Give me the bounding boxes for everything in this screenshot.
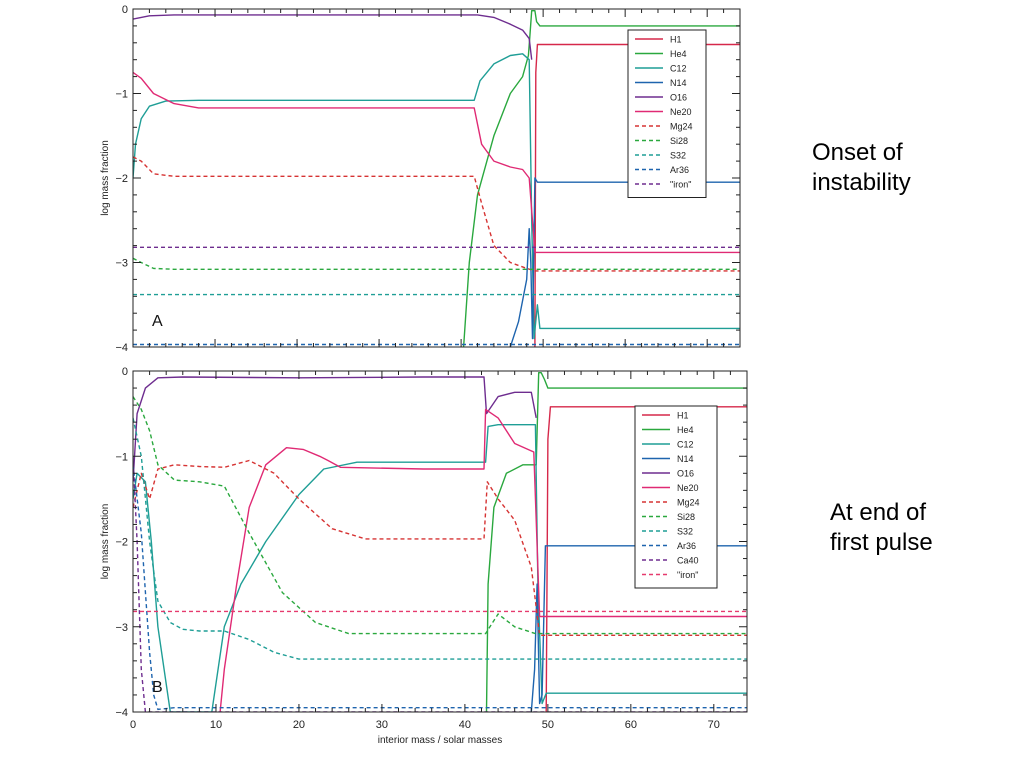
y-tick-label: −3 [115, 258, 128, 270]
y-axis-label: log mass fraction [100, 140, 111, 216]
series-line-si28 [133, 257, 740, 270]
legend: H1 He4 C12 N14 O16 Ne20 Mg24 Si28 S32 Ar36 Ca40 "ir… [634, 405, 718, 589]
annotation-onset-of-instability: Onset of instability [812, 138, 911, 198]
y-tick-label: −3 [115, 622, 128, 634]
annotation-line: instability [812, 169, 911, 196]
x-tick-label: 30 [376, 719, 388, 731]
series-line-mg24 [133, 459, 747, 636]
legend-box [634, 405, 718, 589]
x-tick-label: 70 [708, 719, 720, 731]
series-line-ne20 [219, 408, 747, 712]
legend-label: S32 [670, 151, 686, 161]
x-tick-label: 10 [210, 719, 222, 731]
series-line-ca40 [133, 456, 747, 712]
legend-label: Ne20 [677, 483, 699, 493]
panel-label: B [152, 679, 163, 696]
annotation-line: Onset of [812, 139, 903, 166]
legend-label: Si28 [677, 512, 695, 522]
annotation-line: first pulse [830, 529, 933, 556]
x-tick-label: 50 [542, 719, 554, 731]
legend-box [627, 29, 707, 198]
y-tick-label: −4 [115, 342, 128, 354]
series-line-s32 [133, 417, 747, 660]
legend-label: C12 [677, 440, 694, 450]
panel-label: A [152, 313, 163, 330]
legend-label: O16 [677, 469, 694, 479]
y-tick-label: −1 [115, 451, 128, 463]
series-line-o16 [133, 376, 537, 482]
legend-label: Ar36 [677, 541, 696, 551]
legend-label: Ca40 [677, 556, 699, 566]
y-tick-label: 0 [122, 366, 128, 378]
y-tick-label: 0 [122, 4, 128, 16]
legend-label: S32 [677, 527, 693, 537]
legend-label: O16 [670, 93, 687, 103]
series-group [133, 9, 740, 347]
legend-label: He4 [670, 49, 687, 59]
legend-label: Si28 [670, 136, 688, 146]
legend-label: Mg24 [670, 122, 693, 132]
series-line-n14 [509, 177, 740, 347]
y-tick-label: −4 [115, 707, 128, 719]
series-line-c12 [133, 53, 740, 340]
x-tick-label: 0 [130, 719, 136, 731]
y-tick-label: −2 [115, 537, 128, 549]
series-line-si28 [133, 396, 747, 635]
legend-label: N14 [677, 454, 694, 464]
annotation-end-of-first-pulse: At end of first pulse [830, 498, 933, 558]
series-line-ne20 [133, 71, 740, 254]
x-tick-label: 40 [459, 719, 471, 731]
legend: H1 He4 C12 N14 O16 Ne20 Mg24 Si28 S32 Ar36 "iron" [627, 29, 707, 198]
legend-label: "iron" [670, 180, 691, 190]
legend-label: H1 [677, 411, 689, 421]
x-tick-label: 20 [293, 719, 305, 731]
legend-label: He4 [677, 425, 694, 435]
legend-label: H1 [670, 35, 682, 45]
legend-label: "iron" [677, 570, 698, 580]
x-tick-label: 60 [625, 719, 637, 731]
annotation-line: At end of [830, 499, 927, 526]
x-axis-label: interior mass / solar masses [378, 735, 502, 746]
series-line-ar36 [133, 464, 747, 711]
series-line-o16 [133, 14, 533, 60]
series-line-n14 [530, 545, 747, 712]
series-line-c12 [133, 424, 747, 712]
legend-label: Ne20 [670, 107, 692, 117]
y-tick-label: −2 [115, 173, 128, 185]
legend-label: Mg24 [677, 498, 700, 508]
series-group [133, 372, 747, 712]
y-axis-label: log mass fraction [100, 504, 111, 580]
legend-label: C12 [670, 64, 687, 74]
y-tick-label: −1 [115, 89, 128, 101]
legend-label: N14 [670, 78, 687, 88]
series-line-mg24 [133, 156, 740, 272]
series-line-he4 [462, 9, 740, 347]
legend-label: Ar36 [670, 165, 689, 175]
panel-a-onset-of-instability: 0 −1 −2 −3 −4 log mass fraction A H1 He4 C12 N14 O1… [100, 4, 741, 354]
